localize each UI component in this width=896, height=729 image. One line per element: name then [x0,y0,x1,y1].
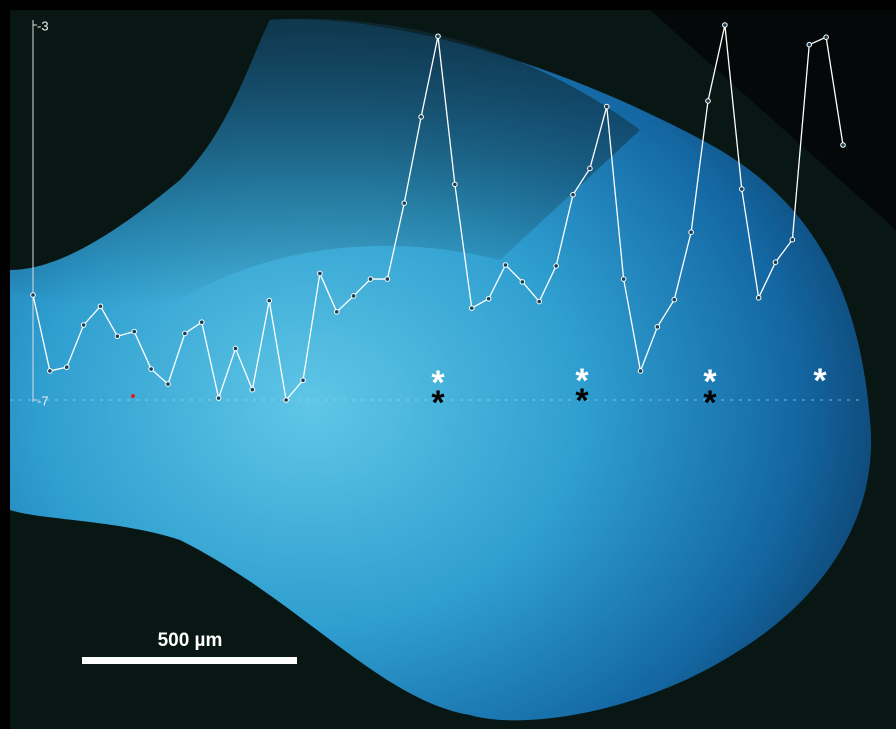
point [401,200,408,206]
point [654,324,661,330]
point [671,296,678,303]
point [317,270,323,277]
asterisk: * [703,384,717,422]
point [435,33,441,40]
point [283,397,289,403]
point [587,165,593,172]
point [620,276,627,282]
point [570,191,576,198]
tissue-shadow [10,18,640,309]
point [232,345,239,352]
point [705,98,711,104]
point [603,103,610,110]
point [333,309,340,315]
scale-bar-label: 500 µm [158,630,223,651]
asterisk: * [575,362,589,400]
point [198,319,205,325]
point [80,322,87,328]
point [755,295,762,301]
point [840,142,846,148]
point [249,386,256,393]
point [300,377,306,384]
asterisk: * [431,364,445,402]
point [148,366,154,372]
point [215,395,222,401]
point [30,292,36,298]
point [350,293,357,299]
point [823,34,829,40]
asterisk: * [575,382,589,420]
point [418,114,424,120]
point [772,259,779,265]
point [738,186,745,192]
point [553,263,559,269]
point [502,262,509,268]
point [722,22,728,28]
point [97,303,104,310]
point [468,305,475,311]
point [114,333,121,340]
point [131,328,138,335]
point [789,236,796,243]
asterisk: * [431,384,445,422]
point [688,229,694,235]
asterisk: * [703,363,717,401]
point [63,364,70,370]
y-tick-label: -3 [37,18,49,33]
point [47,368,53,374]
point [266,297,273,304]
point [519,279,526,285]
point [367,276,374,282]
point [452,181,458,188]
y-tick-label: -7 [37,393,49,408]
origin-dot [131,394,135,398]
asterisk: * [813,362,827,400]
point [536,298,543,305]
point [806,41,813,48]
point [384,276,391,282]
scale-bar [82,657,297,664]
point [485,295,492,302]
point [637,368,644,374]
point [182,330,188,337]
point [165,381,171,387]
